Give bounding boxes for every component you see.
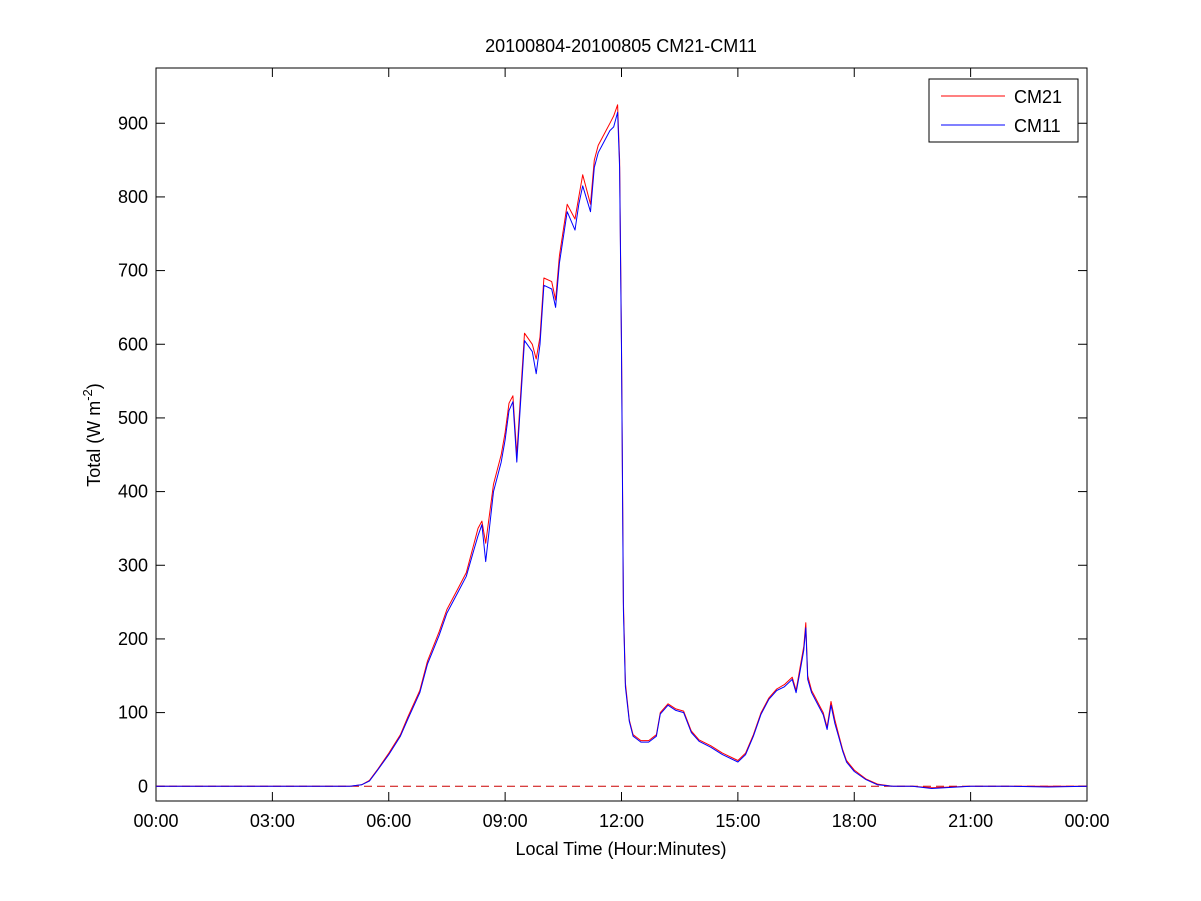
y-axis: 0 100 200 300 400 500 600 700 800 900: [118, 113, 1087, 796]
legend-label-cm11: CM11: [1014, 116, 1061, 136]
y-tick-label: 100: [118, 703, 148, 723]
y-tick-label: 800: [118, 187, 148, 207]
x-tick-label: 06:00: [366, 811, 411, 831]
x-axis: 00:00 03:00 06:00 09:00 12:00 15:00 18:00 21:00…: [133, 68, 1110, 831]
y-tick-label: 300: [118, 555, 148, 575]
series-line-cm11: [156, 111, 1088, 789]
plot-area: 00:00 03:00 06:00 09:00 12:00 15:00 18:00 21:00…: [118, 67, 1110, 831]
x-tick-label: 18:00: [832, 811, 877, 831]
y-tick-label: 900: [118, 113, 148, 133]
legend: CM21 CM11: [928, 78, 1079, 143]
x-tick-label: 09:00: [483, 811, 528, 831]
y-axis-label: Total (W m-2): [80, 383, 104, 487]
x-tick-label: 00:00: [1064, 811, 1109, 831]
y-tick-label: 600: [118, 334, 148, 354]
chart-title: 20100804-20100805 CM21-CM11: [485, 36, 757, 56]
legend-box: [928, 78, 1079, 143]
y-tick-label: 200: [118, 629, 148, 649]
series-group: [156, 104, 1088, 789]
y-axis-label-superscript: -2: [80, 389, 95, 401]
y-tick-label: 0: [138, 776, 148, 796]
legend-label-cm21: CM21: [1014, 87, 1062, 107]
x-tick-label: 03:00: [250, 811, 295, 831]
x-tick-label: 12:00: [599, 811, 644, 831]
y-axis-label-main: Total (W m: [84, 401, 104, 487]
x-tick-label: 00:00: [133, 811, 178, 831]
y-axis-label-close: ): [84, 383, 104, 389]
x-tick-label: 15:00: [715, 811, 760, 831]
y-tick-label: 700: [118, 261, 148, 281]
x-axis-label: Local Time (Hour:Minutes): [515, 839, 726, 859]
x-tick-label: 21:00: [948, 811, 993, 831]
y-tick-label: 400: [118, 482, 148, 502]
axes-box: [155, 67, 1088, 802]
y-tick-label: 500: [118, 408, 148, 428]
